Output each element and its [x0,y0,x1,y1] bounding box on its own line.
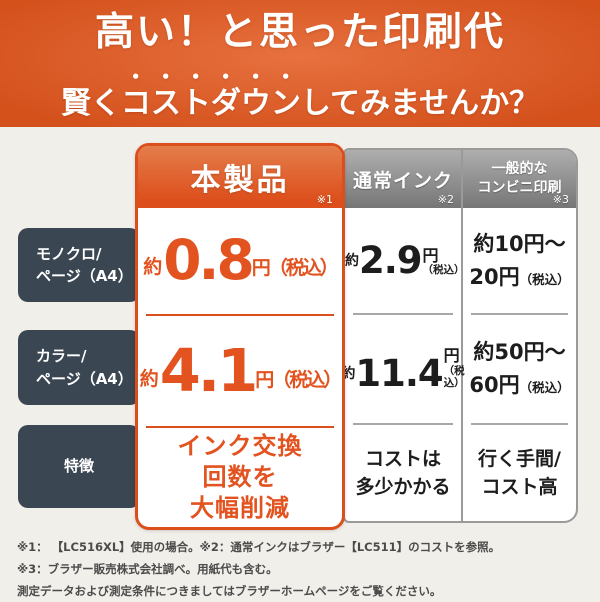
price-approx: 約 [345,363,355,383]
cell-regular-ink-monochrome-price: 約 2.9 円 （税込） [345,208,465,313]
column-this-product: 本製品 ※1 約 0.8 円（税込） 約 4.1 円（税込） インク交換 回数を… [135,143,345,530]
footnote-ref-2: ※2 [437,193,454,206]
subheadline: 賢くコストダウンしてみませんか？ [0,60,600,122]
subheadline-suffix: してみませんか？ [300,85,540,121]
feature-text: 行く手間/ コスト高 [478,447,561,499]
price-value: 2.9 [359,238,423,282]
column-header-regular-ink: 通常インク ※2 [345,150,461,208]
row-label-color-per-page: カラー/ ページ（A4） [18,330,140,405]
cell-regular-ink-feature: コストは 多少かかる [345,425,461,521]
row-label-monochrome-per-page: モノクロ/ ページ（A4） [18,228,140,302]
row-divider [146,426,334,428]
cell-product-monochrome-price: 約 0.8 円（税込） [138,208,342,314]
price: 約 11.4 円 （税込） [345,346,465,395]
price-value: 4.1 [159,336,259,406]
headline: 高い！と思った印刷代 [94,10,505,55]
header-banner: 高い！と思った印刷代 賢くコストダウンしてみませんか？ [0,0,600,127]
row-label-line: カラー/ [36,347,87,365]
column-header-convenience-print: 一般的な コンビニ印刷 ※3 [463,150,576,208]
row-divider [353,313,453,315]
row-divider [470,313,569,315]
row-label-line: 特徴 [63,457,94,476]
price: 約 2.9 円 （税込） [345,238,465,282]
price: 約 0.8 円（税込） [143,228,339,293]
subheadline-prefix: 賢く [60,85,121,121]
feature-text: コストは 多少かかる [355,447,451,499]
row-label-line: ページ（A4） [36,267,133,285]
row-label-line: モノクロ/ [36,244,102,263]
column-convenience-print: 一般的な コンビニ印刷 ※3 約10円〜 20円（税込） 約50円〜 60円（税… [463,150,576,521]
column-regular-ink: 通常インク ※2 約 2.9 円 （税込） 約 11.4 円 （税込） [345,150,465,521]
row-divider [353,423,453,425]
price-approx: 約 [143,255,163,278]
cell-convenience-monochrome-price: 約10円〜 20円（税込） [463,208,576,313]
price-approx: 約 [139,367,159,390]
price-range: 約50円〜 60円（税込） [469,340,570,397]
row-label-line: ページ（A4） [36,369,133,388]
cell-convenience-feature: 行く手間/ コスト高 [463,425,576,521]
footnote-ref-3: ※3 [552,193,569,206]
cell-product-color-price: 約 4.1 円（税込） [138,316,342,426]
cell-regular-ink-color-price: 約 11.4 円 （税込） [345,315,465,423]
price-unit: 円（税込） [255,368,342,391]
cell-convenience-color-price: 約50円〜 60円（税込） [463,315,576,423]
price-value: 0.8 [163,228,254,293]
price-value: 11.4 [355,351,443,395]
row-divider [470,423,569,425]
price-approx: 約 [345,253,359,270]
cell-product-feature: インク交換 回数を 大幅削減 [138,428,342,527]
footnote-ref-1: ※1 [316,193,333,206]
comparison-table: 通常インク ※2 約 2.9 円 （税込） 約 11.4 円 （税込） [343,148,578,523]
footnote-line: 測定データおよび測定条件につきましてはブラザーホームページをご覧ください。 [17,584,442,598]
column-title: 一般的な コンビニ印刷 [477,161,562,196]
subheadline-emphasized: コストダウン [120,85,301,121]
tax-label: （税込） [519,271,570,287]
tax-label: （税込） [519,380,570,395]
price-unit: 円 （税込） [422,245,465,277]
footnote-line: ※3：ブラザー販売株式会社調べ。用紙代も含む。 [17,562,278,576]
column-title: 通常インク [352,169,453,192]
column-title: 本製品 [190,163,290,198]
row-label-features: 特徴 [18,425,140,508]
row-divider [146,314,334,316]
footnote-line: ※1： 【LC516XL】使用の場合。※2：通常インクはブラザー【LC511】の… [17,540,501,554]
price-unit: 円（税込） [251,256,339,279]
price-range: 約10円〜 20円（税込） [469,231,570,289]
feature-text: インク交換 回数を 大幅削減 [177,431,303,523]
price-unit: 円 （税込） [443,346,465,390]
price: 約 4.1 円（税込） [139,336,342,406]
column-header-this-product: 本製品 ※1 [138,146,342,208]
footnotes: ※1： 【LC516XL】使用の場合。※2：通常インクはブラザー【LC511】の… [17,536,592,602]
